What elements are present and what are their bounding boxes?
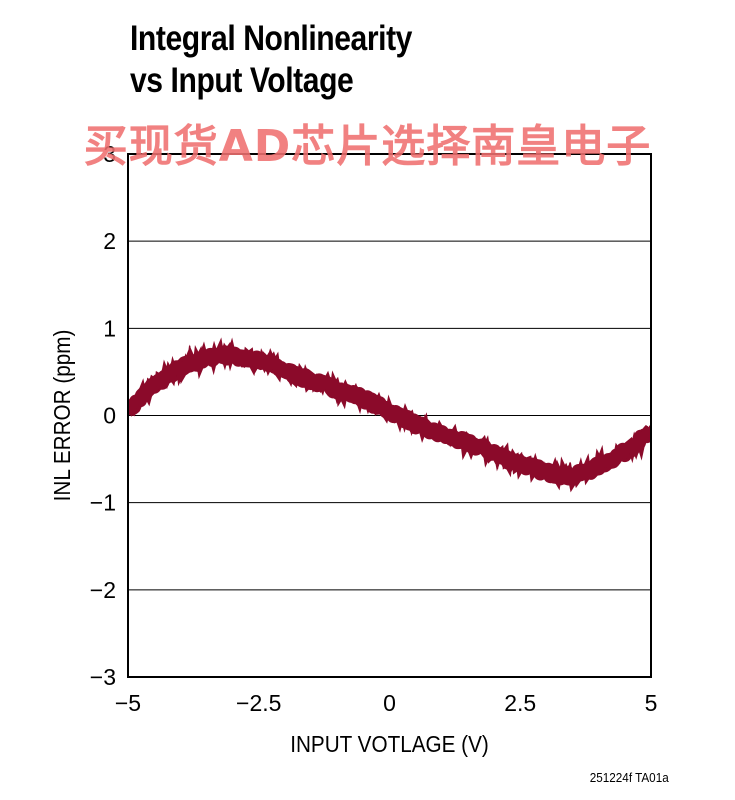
x-tick-label: 0	[383, 690, 396, 716]
x-tick-label: −2.5	[236, 690, 281, 716]
x-tick-labels: −5 −2.5 0 2.5 5	[115, 690, 658, 716]
chart-title: Integral Nonlinearity vs Input Voltage	[130, 18, 412, 102]
x-axis-title: INPUT VOTLAGE (V)	[290, 731, 489, 757]
y-axis-title: INL ERROR (ppm)	[49, 330, 75, 502]
watermark-text: 买现货AD芯片选择南皇电子	[83, 121, 652, 172]
y-tick-label: −3	[90, 664, 116, 690]
figure-code: 251224f TA01a	[590, 770, 669, 785]
y-tick-labels: −3 −2 −1 0 1 2 3	[90, 141, 116, 690]
x-tick-label: −5	[115, 690, 141, 716]
y-tick-label: −2	[90, 577, 116, 603]
chart-title-line-2: vs Input Voltage	[130, 61, 354, 100]
y-tick-label: 0	[103, 403, 116, 429]
x-tick-label: 5	[645, 690, 658, 716]
chart-title-line-1: Integral Nonlinearity	[130, 19, 412, 58]
data-series	[128, 337, 651, 493]
y-tick-label: 2	[103, 228, 116, 254]
inl-series-noise	[128, 337, 651, 493]
y-tick-label: 3	[103, 141, 116, 167]
y-tick-label: 1	[103, 315, 116, 341]
plot-frame	[127, 153, 652, 678]
x-tick-label: 2.5	[504, 690, 536, 716]
y-tick-label: −1	[90, 490, 116, 516]
